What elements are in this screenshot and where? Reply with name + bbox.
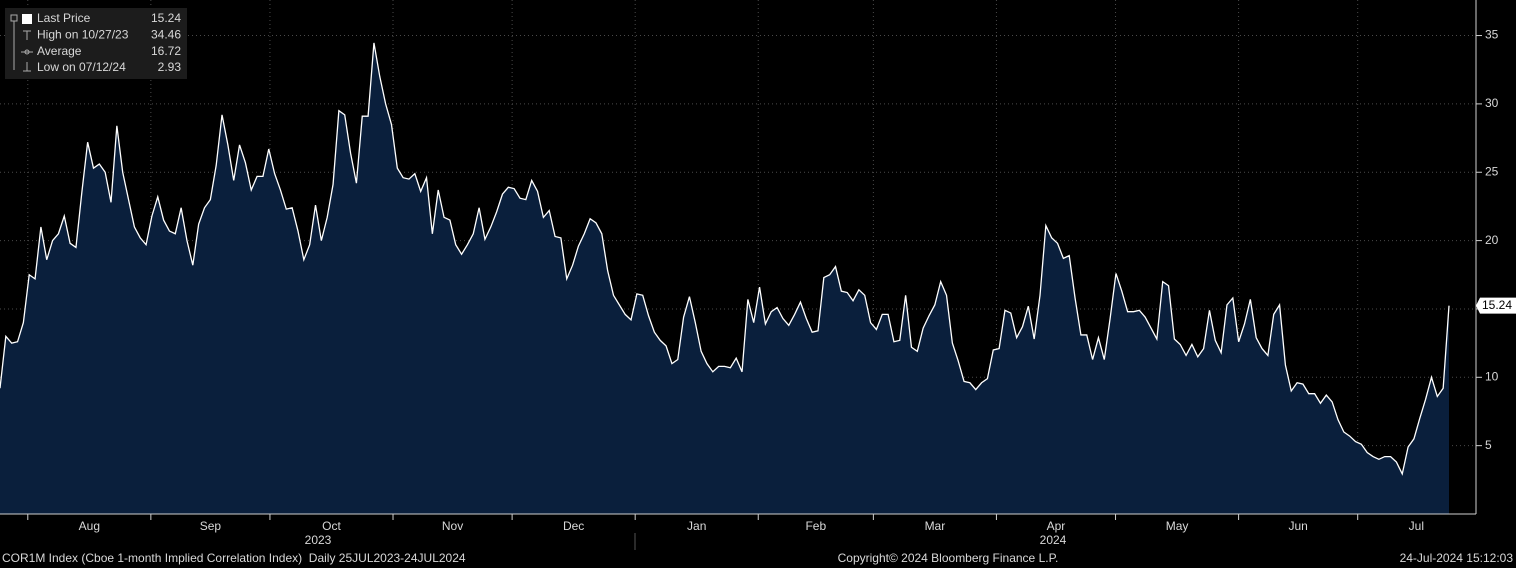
legend-label: Low on 07/12/24: [37, 60, 126, 74]
last-price-box: [1476, 297, 1516, 314]
legend-value: 2.93: [158, 60, 182, 74]
footer-center: Copyright© 2024 Bloomberg Finance L.P.: [838, 551, 1059, 565]
legend-label: Average: [37, 44, 82, 58]
x-tick-label: Feb: [805, 519, 826, 533]
x-tick-label: Jul: [1409, 519, 1424, 533]
area: [0, 42, 1449, 515]
footer-left: COR1M Index (Cboe 1-month Implied Correl…: [2, 551, 466, 565]
x-tick-label: Dec: [563, 519, 584, 533]
y-tick-label: 10: [1485, 369, 1499, 383]
y-tick-label: 20: [1485, 233, 1499, 247]
x-tick-label: Jan: [687, 519, 706, 533]
x-tick-label: Oct: [322, 519, 341, 533]
year-label: 2024: [1040, 533, 1067, 547]
y-tick-label: 35: [1485, 28, 1499, 42]
y-tick-label: 25: [1485, 164, 1499, 178]
footer-right: 24-Jul-2024 15:12:03: [1400, 551, 1514, 565]
y-tick-label: 30: [1485, 96, 1499, 110]
legend-value: 34.46: [151, 27, 181, 41]
x-tick-label: Nov: [442, 519, 463, 533]
legend-label: High on 10/27/23: [37, 27, 129, 41]
x-tick-label: Aug: [79, 519, 100, 533]
x-tick-label: Sep: [200, 519, 222, 533]
legend-label: Last Price: [37, 11, 91, 25]
plot-area: [0, 0, 1475, 515]
x-tick-label: May: [1166, 519, 1189, 533]
legend-swatch: [22, 14, 32, 24]
legend-value: 15.24: [151, 11, 181, 25]
x-tick-label: Mar: [925, 519, 946, 533]
x-tick-label: Apr: [1047, 519, 1066, 533]
line: [0, 42, 1450, 476]
x-tick-label: Jun: [1288, 519, 1307, 533]
legend-icons: [10, 14, 33, 72]
y-tick-label: 5: [1485, 438, 1492, 452]
legend-value: 16.72: [151, 44, 181, 58]
year-label: 2023: [305, 533, 332, 547]
legend-box: [5, 8, 187, 79]
last-price-label: 15.24: [1482, 298, 1512, 312]
